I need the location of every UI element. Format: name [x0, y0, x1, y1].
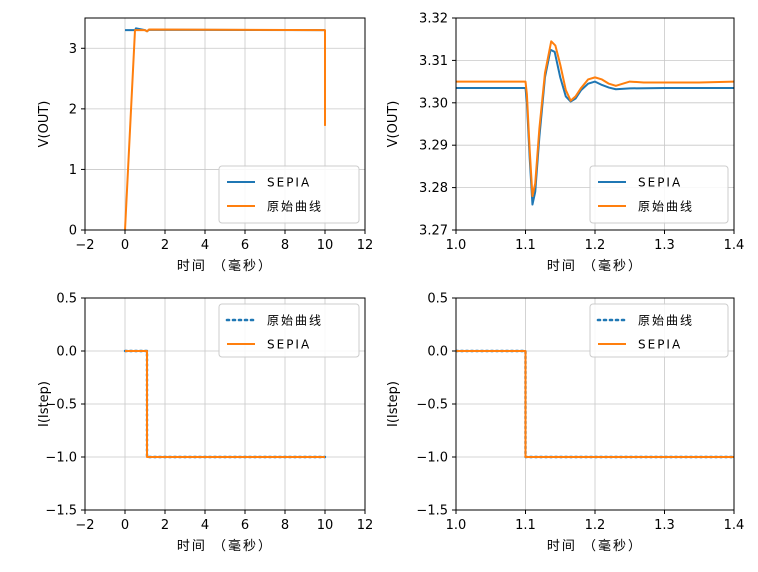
x-tick-label: 12	[357, 238, 374, 253]
x-tick-label: 1.3	[654, 238, 675, 253]
series-line-2	[124, 28, 326, 230]
x-tick-label: 0	[121, 238, 129, 253]
x-axis-label: 时间 （毫秒）	[177, 258, 273, 274]
x-tick-label: 1.4	[724, 518, 745, 533]
legend-label: 原始曲线	[267, 200, 323, 214]
y-tick-label: 0.5	[427, 292, 448, 307]
legend: SEPIA 原始曲线	[218, 165, 360, 224]
x-tick-label: 10	[317, 238, 334, 253]
x-tick-label: 1.2	[585, 238, 606, 253]
y-axis-label: V(OUT)	[386, 101, 401, 148]
y-tick-label: 2	[69, 102, 77, 117]
y-tick-label: 3.31	[419, 54, 448, 69]
series-line-2	[456, 350, 734, 458]
series-line-2	[456, 40, 734, 198]
x-tick-label: 1.1	[515, 518, 536, 533]
x-tick-label: 4	[201, 518, 209, 533]
legend: 原始曲线 SEPIA	[218, 303, 360, 358]
x-tick-label: −2	[75, 238, 94, 253]
legend: 原始曲线 SEPIA	[589, 303, 729, 358]
x-tick-label: 6	[241, 518, 249, 533]
x-tick-label: 1.1	[515, 238, 536, 253]
x-axis-label: 时间 （毫秒）	[177, 538, 273, 554]
legend-label: 原始曲线	[638, 314, 694, 328]
x-tick-label: 6	[241, 238, 249, 253]
x-tick-label: 1.3	[654, 518, 675, 533]
axes-frame	[84, 17, 366, 231]
x-tick-label: 8	[281, 238, 289, 253]
y-tick-label: −0.5	[416, 398, 448, 413]
x-tick-label: 12	[357, 518, 374, 533]
y-tick-label: 3.27	[419, 224, 448, 239]
legend: SEPIA 原始曲线	[589, 165, 729, 224]
y-axis-label: I(Istep)	[37, 381, 52, 427]
chart-panel-3: −2 0 2 4 6 8 10 12 −1.5 −1.0 −0.5 0.0 0.5 时间 （毫秒） I(Is…	[37, 292, 373, 555]
y-tick-label: 0.0	[56, 345, 77, 360]
y-tick-label: 3.32	[419, 12, 448, 27]
x-tick-label: 2	[161, 238, 169, 253]
x-axis-label: 时间 （毫秒）	[547, 258, 643, 274]
legend-label: SEPIA	[267, 338, 311, 352]
legend-label: 原始曲线	[267, 314, 323, 328]
y-tick-label: −1.0	[45, 451, 77, 466]
x-tick-label: 10	[317, 518, 334, 533]
y-tick-label: 3.28	[419, 181, 448, 196]
y-tick-label: 0.0	[427, 345, 448, 360]
y-tick-label: 3.30	[419, 96, 448, 111]
legend-box	[218, 165, 360, 224]
series-line-2	[125, 350, 325, 458]
series-group	[456, 40, 734, 206]
y-axis-label: I(Istep)	[386, 381, 401, 427]
y-tick-label: 3	[69, 42, 77, 57]
legend-label: SEPIA	[638, 176, 682, 190]
y-tick-label: 0	[69, 224, 77, 239]
legend-label: 原始曲线	[638, 200, 694, 214]
x-tick-label: 8	[281, 518, 289, 533]
y-axis-label: V(OUT)	[37, 101, 52, 148]
y-tick-label: −1.5	[416, 504, 448, 519]
legend-label: SEPIA	[267, 176, 311, 190]
y-tick-label: 0.5	[56, 292, 77, 307]
x-tick-label: 1.2	[585, 518, 606, 533]
x-tick-label: 2	[161, 518, 169, 533]
x-tick-label: 0	[121, 518, 129, 533]
series-group	[124, 27, 326, 230]
x-tick-label: 1.0	[446, 518, 467, 533]
y-tick-label: −0.5	[45, 398, 77, 413]
x-tick-label: −2	[75, 518, 94, 533]
series-group	[456, 349, 734, 459]
y-tick-label: −1.5	[45, 504, 77, 519]
x-tick-label: 4	[201, 238, 209, 253]
legend-box	[589, 165, 729, 224]
x-tick-label: 1.4	[724, 238, 745, 253]
series-group	[123, 349, 327, 459]
legend-label: SEPIA	[638, 338, 682, 352]
y-tick-label: −1.0	[416, 451, 448, 466]
chart-panel-2: 1.0 1.1 1.2 1.3 1.4 3.27 3.28 3.29 3.30 3.31 3.32 时…	[386, 12, 744, 275]
y-tick-label: 1	[69, 163, 77, 178]
chart-panel-4: 1.0 1.1 1.2 1.3 1.4 −1.5 −1.0 −0.5 0.0 0.5 时间 （毫秒）…	[386, 292, 744, 555]
x-tick-label: 1.0	[446, 238, 467, 253]
y-tick-label: 3.29	[419, 139, 448, 154]
x-axis-label: 时间 （毫秒）	[547, 538, 643, 554]
